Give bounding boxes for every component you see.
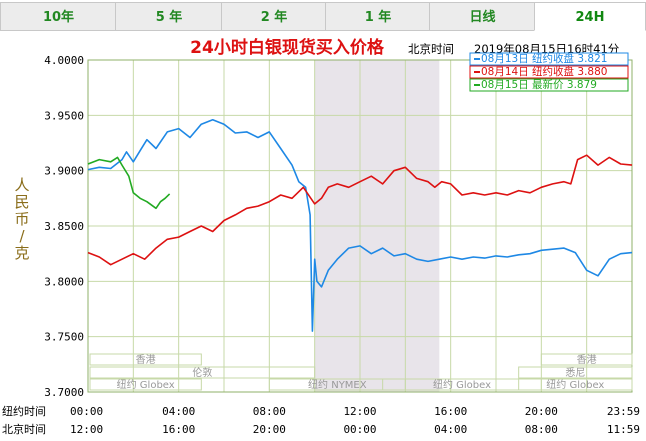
tab-3[interactable]: 1 年 [325,2,431,31]
timestamp-label: 北京时间 [408,42,454,56]
x-tick-label: 12:00 [343,405,376,418]
x-row-label: 纽约时间 [2,404,46,418]
x-tick-label: 00:00 [343,423,376,436]
y-tick-label: 3.9500 [44,109,84,122]
x-tick-label: 11:59 [607,423,640,436]
tab-4[interactable]: 日线 [429,2,536,31]
y-axis-label: 人民币/克 [14,176,29,262]
y-label-char: 克 [14,244,29,262]
market-label: 纽约 Globex [117,378,175,391]
y-tick-label: 3.9000 [44,165,84,178]
series-line-2 [87,156,171,210]
plot-frame [87,59,633,393]
tab-1[interactable]: 5 年 [115,2,223,31]
x-tick-label: 12:00 [70,423,103,436]
legend-item-0: 08月13日 纽约收盘 3.821 [469,52,629,66]
x-tick-label: 16:00 [162,423,195,436]
y-label-char: / [19,227,25,245]
y-tick-label: 3.8500 [44,220,84,233]
legend-item-1: 08月14日 纽约收盘 3.880 [469,65,629,79]
y-tick-label: 3.7500 [44,331,84,344]
market-session-7: 纽约 Globex [518,378,633,391]
x-tick-label: 20:00 [253,423,286,436]
tab-0[interactable]: 10年 [0,2,117,31]
market-label: 香港 [136,354,156,366]
x-tick-label: 04:00 [162,405,195,418]
market-session-4: 纽约 Globex [382,378,542,391]
silver-price-chart: 4.0000 3.9500 3.9000 3.8500 3.8000 3.7500 3.70… [2,37,640,436]
legend-label: 08月13日 纽约收盘 3.821 [481,52,607,65]
tab-2[interactable]: 2 年 [221,2,327,31]
y-label-char: 民 [14,193,29,211]
series-line-0 [87,119,633,332]
x-tick-label: 08:00 [253,405,286,418]
y-tick-label: 3.8000 [44,275,84,288]
market-label: 伦敦 [192,366,212,379]
y-tick-label: 4.0000 [44,54,84,67]
market-session-0: 香港 [89,353,202,366]
y-tick-label: 3.7000 [44,386,84,399]
x-row-label: 北京时间 [2,422,46,436]
market-session-6: 香港 [540,353,633,366]
market-label: 香港 [577,354,597,366]
tab-5[interactable]: 24H [534,2,646,31]
legend-item-2: 08月15日 最新价 3.879 [469,78,629,92]
x-tick-label: 23:59 [607,405,640,418]
x-tick-label: 16:00 [434,405,467,418]
legend-label: 08月14日 纽约收盘 3.880 [481,65,607,78]
market-label: 悉尼 [565,367,585,379]
legend-label: 08月15日 最新价 3.879 [481,78,597,91]
market-session-5: 悉尼 [518,366,633,379]
x-tick-label: 00:00 [70,405,103,418]
market-session-1: 伦敦 [89,366,316,379]
y-label-char: 币 [14,210,29,228]
market-session-3: 纽约 NYMEX [268,378,406,391]
market-session-2: 纽约 Globex [89,378,202,391]
x-tick-label: 04:00 [434,423,467,436]
series-line-1 [87,154,633,266]
x-tick-label: 08:00 [525,423,558,436]
market-label: 纽约 Globex [546,378,604,391]
x-tick-label: 20:00 [525,405,558,418]
y-label-char: 人 [14,176,29,194]
chart-title: 24小时白银现货买入价格 [190,37,385,58]
market-label: 纽约 Globex [433,378,491,391]
market-label: 纽约 NYMEX [308,378,367,391]
